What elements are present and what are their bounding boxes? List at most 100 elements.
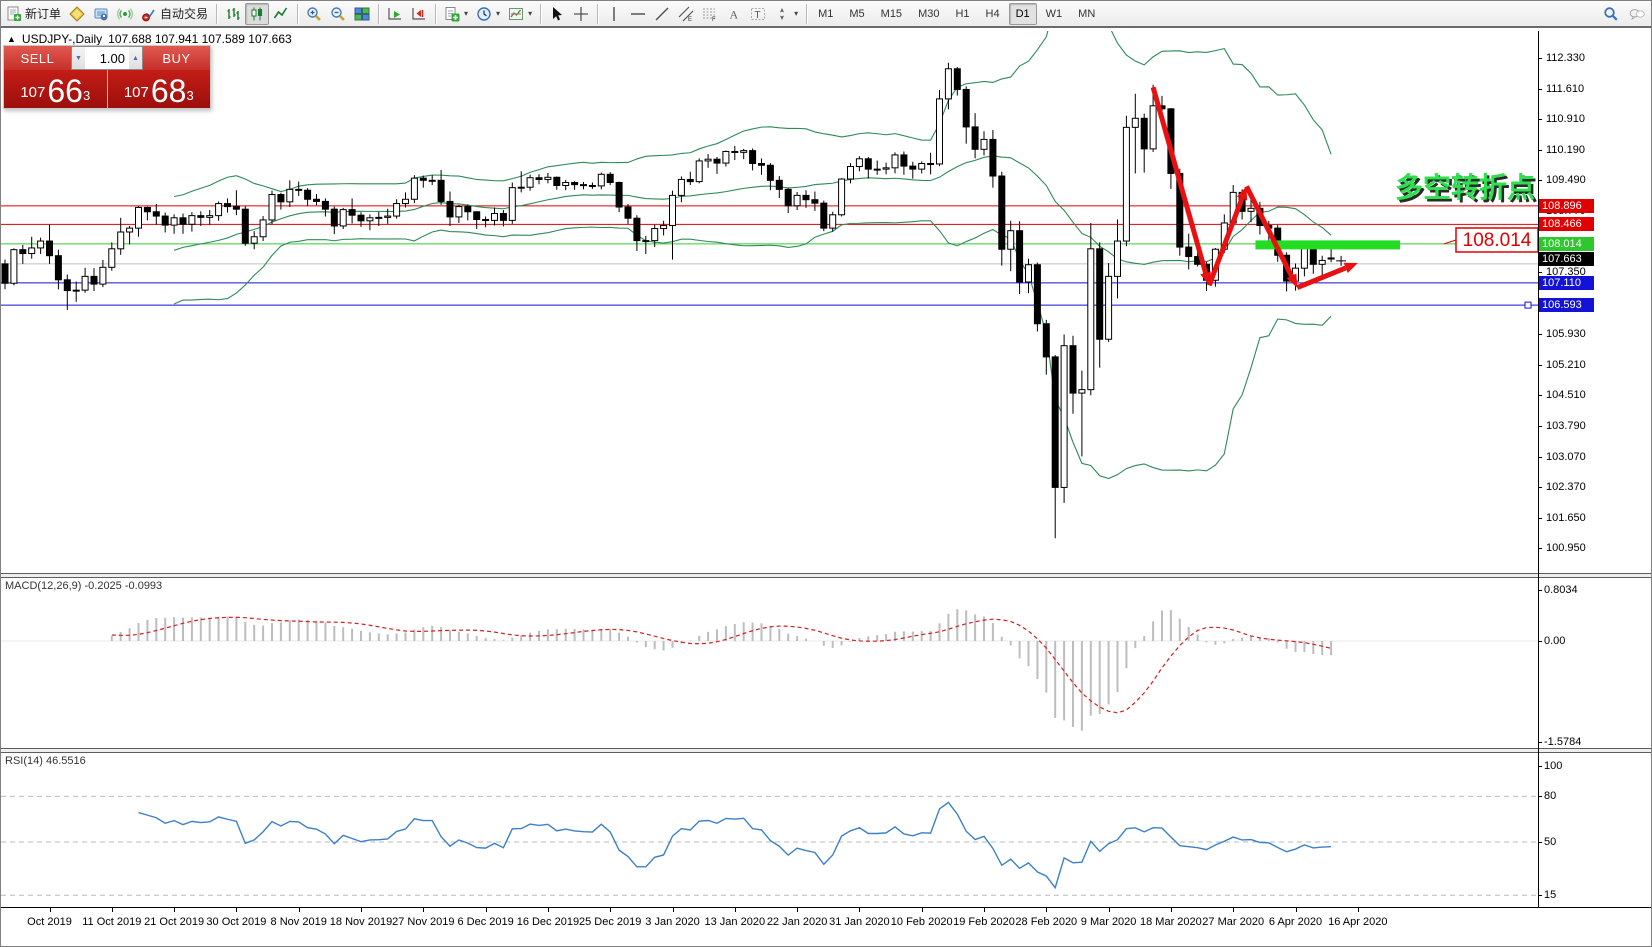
timeframe-M1[interactable]: M1 [818, 7, 834, 20]
timeframe-W1[interactable]: W1 [1045, 7, 1063, 20]
dropdown-caret-icon: ▾ [528, 9, 533, 18]
svg-text:F: F [712, 17, 716, 22]
timeframe-H4[interactable]: H4 [985, 7, 1000, 20]
candle-body [1149, 105, 1157, 150]
bollinger-band-line [173, 220, 1332, 480]
date-label: 11 Oct 2019 [82, 916, 142, 928]
candle-body [642, 240, 650, 243]
clock-icon [477, 6, 491, 21]
timeframe-MN[interactable]: MN [1078, 7, 1096, 20]
zoom-in-button[interactable] [302, 3, 326, 25]
candlestick-chart-button[interactable] [245, 2, 270, 25]
fibonacci-button[interactable]: F [698, 3, 722, 25]
candle-body [989, 138, 997, 177]
chart-shift-button[interactable] [407, 3, 431, 25]
sell-price[interactable]: 107 66 3 [4, 70, 108, 108]
indicators-button[interactable]: ▾ [440, 3, 472, 25]
price-tick-label: 105.930 [1546, 327, 1586, 340]
support-zone-bar[interactable] [1255, 240, 1400, 250]
candle-body [998, 175, 1006, 250]
bar-chart-button[interactable] [221, 3, 245, 25]
trendline-button[interactable] [650, 3, 674, 25]
candle-body [829, 214, 837, 229]
arrows-button[interactable]: ▾ [770, 3, 802, 25]
timeframe-M15[interactable]: M15 [880, 7, 903, 20]
cursor-button[interactable] [545, 3, 569, 25]
macd-pane[interactable] [1, 578, 1538, 748]
timeframe-D1[interactable]: D1 [1008, 2, 1037, 25]
pivot-annotation-text[interactable]: 多空转折点 [1395, 171, 1535, 203]
signal-waves-icon [117, 7, 134, 20]
date-label: 28 Feb 2020 [1015, 916, 1078, 928]
time-tick [1108, 908, 1110, 912]
new-order-button[interactable]: 新订单 [2, 3, 65, 25]
volume-input[interactable] [85, 47, 129, 69]
axis-tick [1538, 548, 1542, 550]
metaeditor-button[interactable] [65, 3, 89, 25]
chat-icon[interactable] [1629, 6, 1645, 22]
vertical-line-button[interactable] [602, 3, 626, 25]
candle-body [588, 184, 596, 187]
trend-arrow-line[interactable] [1244, 185, 1294, 278]
text-label-button[interactable]: T [746, 3, 770, 25]
timeframe-H1[interactable]: H1 [955, 7, 970, 20]
candle-body [357, 214, 365, 222]
trend-arrow-line[interactable] [1150, 86, 1209, 274]
sell-button[interactable]: SELL [4, 46, 71, 70]
candle-body [1060, 345, 1068, 488]
crosshair-button[interactable] [569, 3, 593, 25]
date-label: 6 Dec 2019 [457, 916, 514, 928]
auto-trading-button[interactable]: 自动交易 [137, 3, 212, 25]
candle-body [54, 255, 62, 281]
new-order-label: 新订单 [25, 7, 62, 21]
tile-windows-icon [354, 7, 370, 20]
templates-button[interactable]: ▾ [504, 3, 536, 25]
volume-increase-button[interactable]: ▲ [129, 47, 142, 69]
axis-tick [1538, 517, 1542, 519]
search-icon[interactable] [1603, 6, 1619, 22]
sell-price-point: 3 [82, 88, 91, 103]
volume-decrease-button[interactable]: ▼ [72, 47, 85, 69]
candle-body [1140, 117, 1148, 150]
chart-shift-icon [412, 7, 426, 20]
candle-body [464, 206, 472, 213]
price-badge: 108.896 [1539, 198, 1594, 213]
timeframe-M30[interactable]: M30 [918, 7, 940, 20]
trend-arrow-line[interactable] [1206, 197, 1245, 287]
dropdown-caret-icon: ▾ [794, 9, 799, 18]
tile-windows-button[interactable] [350, 3, 374, 25]
axis-tick [1538, 333, 1542, 335]
signals-button[interactable] [113, 3, 137, 25]
channel-button[interactable]: E [674, 3, 698, 25]
rsi-tick-label: 80 [1544, 790, 1557, 803]
time-axis[interactable]: Oct 2019 11 Oct 2019 21 Oct 2019 30 Oct … [1, 907, 1651, 946]
rsi-pane[interactable] [1, 753, 1538, 904]
line-chart-button[interactable] [269, 3, 293, 25]
level-label-box[interactable] [1455, 227, 1538, 253]
date-label: 13 Jan 2020 [704, 916, 766, 928]
line-endpoint-marker[interactable] [1524, 301, 1532, 309]
timeframe-M5[interactable]: M5 [849, 7, 865, 20]
collapse-triangle-icon[interactable]: ▲ [7, 34, 16, 44]
candle-body [722, 150, 730, 164]
zoom-out-button[interactable] [326, 3, 350, 25]
pane-splitter[interactable] [1, 573, 1651, 578]
candle-body [339, 209, 347, 227]
market-button[interactable] [89, 3, 113, 25]
buy-button[interactable]: BUY [143, 46, 210, 70]
trend-arrow-head [1236, 186, 1248, 201]
periods-button[interactable]: ▾ [472, 3, 504, 25]
candle-body [46, 240, 53, 257]
horizontal-line-button[interactable] [626, 3, 650, 25]
ohlc-values: 107.688 107.941 107.589 107.663 [108, 32, 292, 46]
candle-body [633, 217, 641, 242]
pane-splitter[interactable] [1, 748, 1651, 753]
text-button[interactable]: A [722, 3, 746, 25]
buy-price[interactable]: 107 68 3 [108, 70, 211, 108]
sell-price-pips: 66 [47, 73, 83, 109]
date-label: 22 Jan 2020 [766, 916, 828, 928]
trend-arrow-line[interactable] [1296, 265, 1347, 290]
toolbar-separator [378, 3, 380, 24]
auto-scroll-button[interactable] [383, 3, 407, 25]
